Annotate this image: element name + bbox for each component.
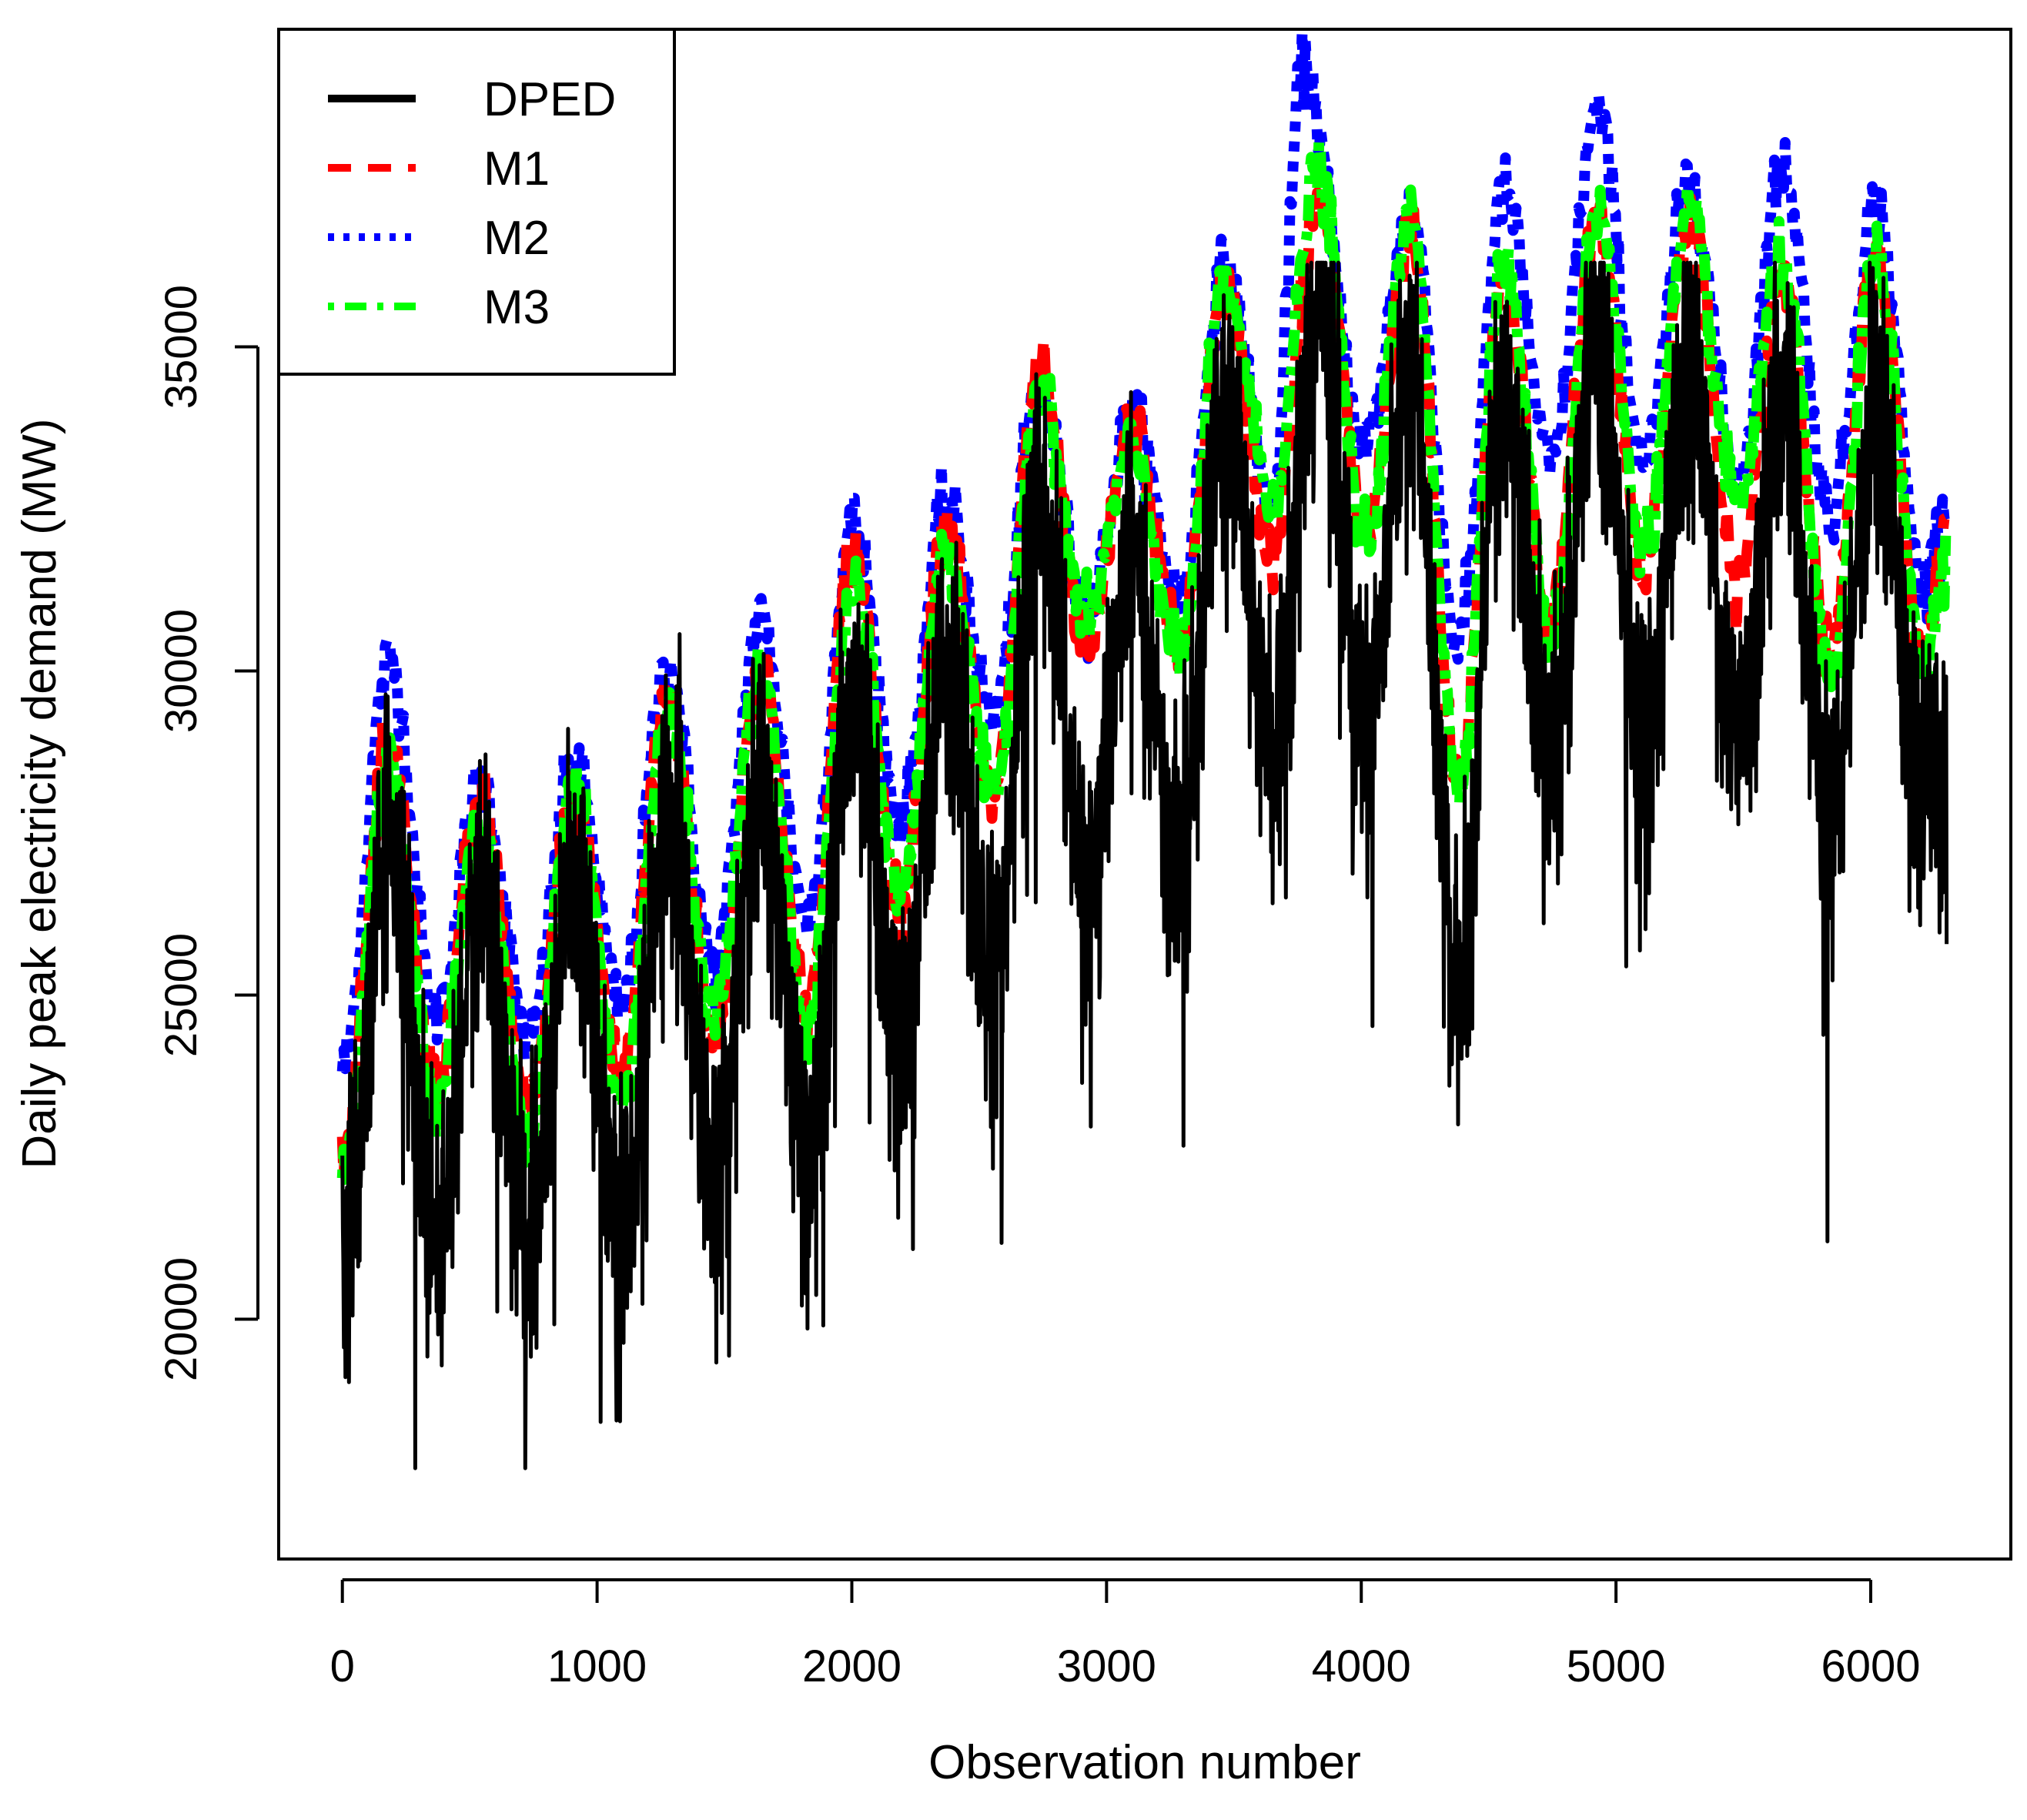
x-axis-title: Observation number (928, 1736, 1361, 1789)
x-tick-label: 2000 (802, 1641, 901, 1691)
x-tick-label: 0 (330, 1641, 355, 1691)
y-axis-title: Daily peak electricity demand (MW) (13, 418, 66, 1169)
x-tick-label: 1000 (547, 1641, 647, 1691)
series-layer (336, 26, 1952, 1470)
x-tick-label: 4000 (1312, 1641, 1411, 1691)
y-tick-label: 20000 (156, 1257, 206, 1381)
x-tick-label: 5000 (1567, 1641, 1666, 1691)
y-tick-label: 25000 (156, 933, 206, 1057)
x-axis: 0 1000 2000 3000 4000 5000 6000 (330, 1578, 1921, 1691)
y-tick-label: 35000 (156, 285, 206, 409)
series-line-m3 (336, 136, 1952, 1193)
series-line-dped (340, 260, 1949, 1470)
legend-label-m1: M1 (483, 142, 550, 196)
y-axis: 20000 25000 30000 35000 (156, 285, 259, 1381)
x-tick-label: 3000 (1057, 1641, 1156, 1691)
legend-label-dped: DPED (483, 73, 616, 126)
legend-box (277, 28, 676, 376)
plot-frame (277, 28, 2012, 1561)
x-tick-label: 6000 (1821, 1641, 1920, 1691)
legend-label-m3: M3 (483, 281, 550, 334)
legend-label-m2: M2 (483, 212, 550, 265)
legend: DPED M1 M2 M3 (277, 28, 676, 376)
y-tick-label: 30000 (156, 609, 206, 733)
